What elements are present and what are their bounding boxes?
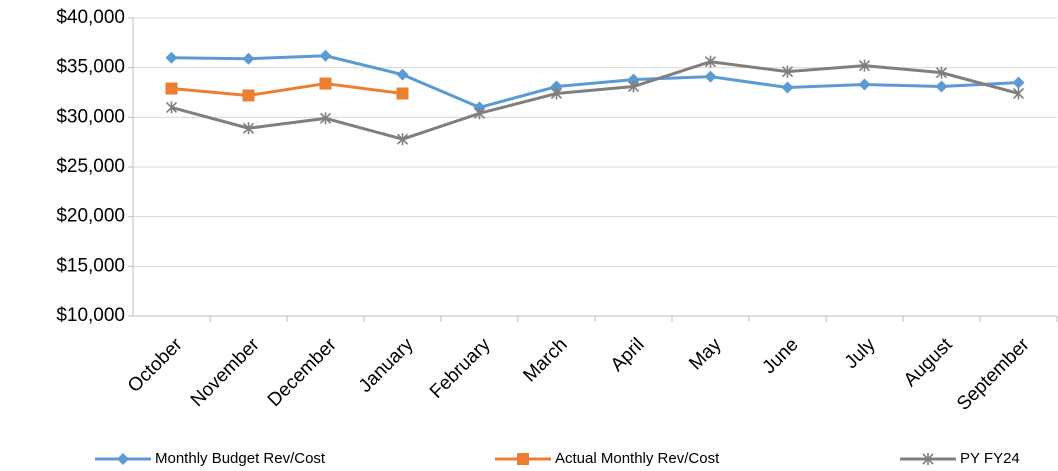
marker <box>858 78 871 91</box>
marker <box>858 59 871 72</box>
x-tick-label: March <box>519 334 571 386</box>
marker <box>242 52 255 65</box>
marker <box>704 55 717 68</box>
marker <box>627 80 640 93</box>
x-tick-label: October <box>124 334 187 397</box>
x-tick-label: July <box>841 334 880 373</box>
marker <box>1012 76 1025 89</box>
marker <box>319 112 332 125</box>
series-line <box>171 54 1019 109</box>
marker <box>396 133 409 146</box>
y-tick-label: $30,000 <box>56 106 125 127</box>
y-tick-label: $40,000 <box>56 7 125 28</box>
x-tick-label: August <box>900 334 957 391</box>
marker <box>242 122 255 135</box>
x-tick-label: May <box>685 334 726 375</box>
x-tick-label: November <box>187 334 264 411</box>
marker <box>935 66 948 79</box>
marker <box>165 82 178 95</box>
legend-label: Monthly Budget Rev/Cost <box>155 450 326 467</box>
x-tick-label: June <box>759 334 803 378</box>
marker <box>396 68 409 81</box>
x-tick-label: December <box>264 334 341 411</box>
series-line <box>171 82 403 97</box>
y-tick-label: $25,000 <box>56 156 125 177</box>
marker <box>473 107 486 120</box>
marker <box>396 87 409 100</box>
x-tick-label: September <box>953 334 1034 415</box>
x-tick-label: January <box>355 334 418 397</box>
y-tick-label: $35,000 <box>56 57 125 78</box>
x-tick-label: April <box>607 334 649 376</box>
marker <box>319 49 332 62</box>
y-tick-label: $20,000 <box>56 206 125 227</box>
marker <box>1012 87 1025 100</box>
marker <box>165 51 178 64</box>
legend-marker <box>117 453 129 465</box>
legend-label: PY FY24 <box>960 450 1020 467</box>
marker <box>935 80 948 93</box>
marker <box>704 70 717 83</box>
marker <box>550 87 563 100</box>
x-tick-label: February <box>426 334 495 403</box>
y-tick-label: $10,000 <box>56 305 125 326</box>
legend-label: Actual Monthly Rev/Cost <box>555 450 720 467</box>
marker <box>781 81 794 94</box>
legend-marker <box>517 453 529 465</box>
marker <box>781 65 794 78</box>
y-tick-label: $15,000 <box>56 255 125 276</box>
legend-marker <box>922 453 934 465</box>
marker <box>165 101 178 114</box>
marker <box>242 89 255 102</box>
series-line <box>171 60 1019 141</box>
marker <box>319 77 332 90</box>
